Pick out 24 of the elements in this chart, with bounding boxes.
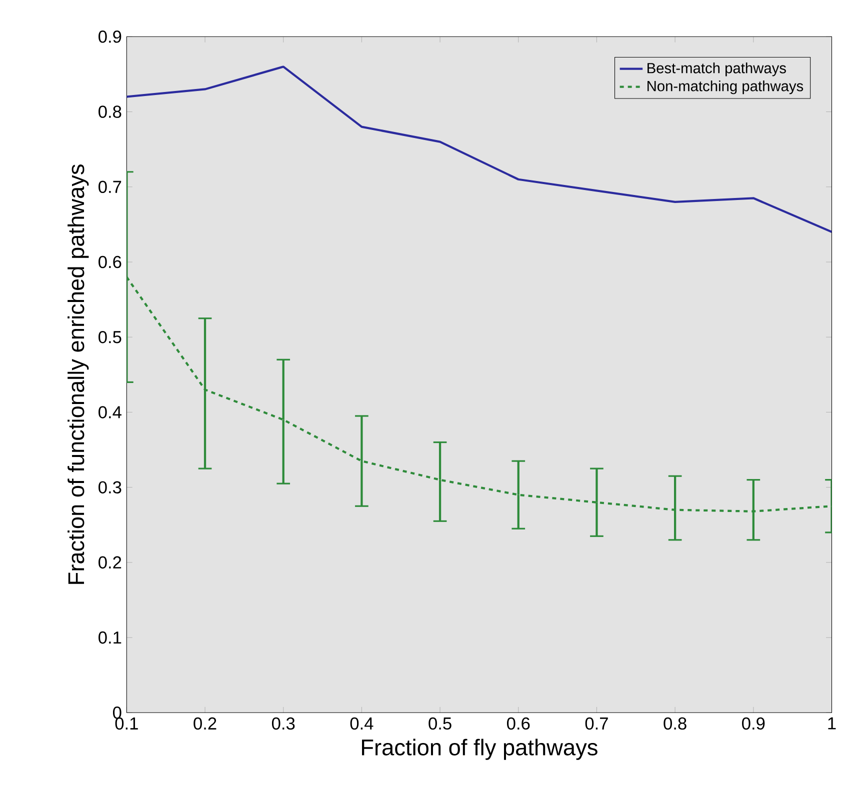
y-tick-label: 0.8 — [98, 106, 122, 118]
y-tick-label: 0.1 — [98, 631, 122, 644]
y-tick-label: 0.7 — [98, 180, 122, 194]
legend-label: Non-matching pathways — [648, 80, 804, 94]
x-tick-label: 0.5 — [428, 717, 452, 730]
x-axis-title: Fraction of fly pathways — [362, 738, 598, 760]
x-tick-label: 1 — [828, 717, 836, 730]
x-tick-label: 0.4 — [350, 717, 374, 730]
y-tick-label: 0.4 — [98, 406, 122, 418]
y-tick-label: 0.6 — [98, 256, 122, 268]
y-tick-label: 0 — [112, 706, 122, 719]
x-tick-label: 0.1 — [115, 717, 138, 730]
x-tick-label: 0.2 — [194, 717, 216, 730]
y-tick-label: 0.2 — [98, 556, 122, 569]
x-tick-label: 0.6 — [507, 717, 530, 730]
x-tick-label: 0.8 — [664, 717, 686, 730]
y-tick-label: 0.5 — [98, 330, 122, 344]
x-tick-label: 0.9 — [742, 717, 765, 730]
legend-label: Best-match pathways — [648, 62, 786, 76]
x-tick-label: 0.7 — [585, 717, 608, 730]
x-tick-label: 0.3 — [272, 717, 295, 730]
y-tick-label: 0.9 — [98, 30, 122, 43]
y-tick-label: 0.3 — [98, 481, 122, 494]
y-axis-title: Fraction of functionally enriched pathways — [68, 164, 89, 584]
